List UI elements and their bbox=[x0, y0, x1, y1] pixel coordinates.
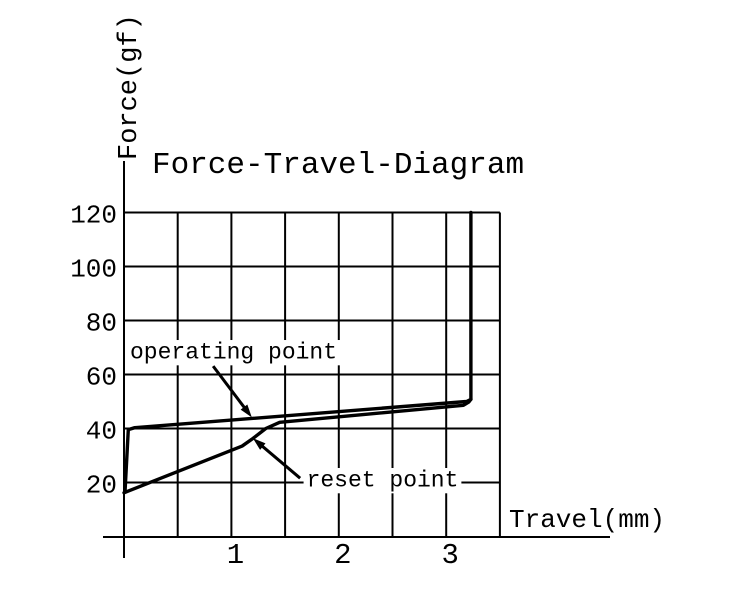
curve-release-upstroke bbox=[122, 397, 473, 495]
y-tick-label: 20 bbox=[86, 471, 117, 501]
x-axis-label: Travel(mm) bbox=[509, 505, 665, 535]
y-axis-label: Force(gf) bbox=[115, 14, 145, 160]
annotation-mask bbox=[127, 340, 341, 366]
annotation-mask bbox=[303, 468, 462, 494]
chart-title: Force-Travel-Diagram bbox=[152, 148, 524, 183]
annotation-arrow-shaft bbox=[259, 443, 302, 480]
x-tick-label: 3 bbox=[441, 539, 458, 572]
y-tick-label: 120 bbox=[70, 201, 117, 231]
annotation-arrow-shaft bbox=[211, 365, 247, 411]
x-tick-label: 1 bbox=[227, 539, 244, 572]
y-tick-label: 80 bbox=[86, 309, 117, 339]
annotation-arrow-head bbox=[240, 404, 252, 418]
annotation-label: operating point bbox=[130, 340, 337, 366]
annotation-label: reset point bbox=[307, 468, 459, 494]
y-tick-label: 40 bbox=[86, 417, 117, 447]
curve-press-downstroke bbox=[123, 210, 473, 493]
x-tick-label: 2 bbox=[334, 539, 351, 572]
y-tick-label: 60 bbox=[86, 363, 117, 393]
y-tick-label: 100 bbox=[70, 255, 117, 285]
annotation-arrow-head bbox=[252, 438, 266, 450]
